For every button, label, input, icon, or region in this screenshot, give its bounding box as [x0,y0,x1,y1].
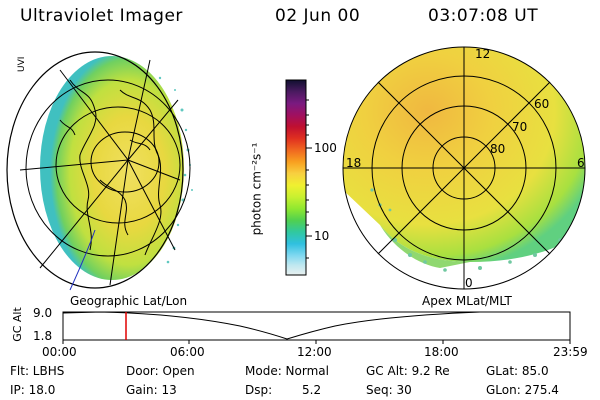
mlt-label-18: 18 [346,156,362,170]
right-panel-caption: Apex MLat/MLT [422,294,512,308]
altitude-timeline [62,311,571,344]
mlt-label-6: 6 [577,156,585,170]
timeline-x-tick-0600: 06:00 [170,345,205,359]
timeline-x-tick-2359: 23:59 [553,345,588,359]
timeline-y-tick-high: 9.0 [33,306,53,320]
timeline-x-tick-0000: 00:00 [42,345,77,359]
geographic-image: UVI [6,51,193,291]
left-panel-caption: Geographic Lat/Lon [70,294,188,308]
time-label: 03:07:08 UT [428,6,539,26]
glon-info: GLon: 275.4 [486,383,559,397]
colorbar-tick-100: 100 [314,141,337,155]
seq-info: Seq: 30 [366,383,412,397]
mlat-label-60: 60 [534,97,550,111]
date-label: 02 Jun 00 [275,6,361,26]
gc-alt-info: GC Alt: 9.2 Re [366,364,450,378]
mlat-label-70: 70 [512,120,528,134]
mlt-label-12: 12 [475,47,491,61]
colorbar-unit-label: photon cm⁻²s⁻¹ [249,142,264,236]
dsp-value: 5.2 [302,383,322,397]
dsp-info: Dsp: [245,383,273,397]
filter-info: Flt: LBHS [10,364,65,378]
timeline-y-label: GC Alt [10,307,24,342]
colorbar-tick-10: 10 [314,229,330,243]
timeline-y-tick-low: 1.8 [33,329,53,343]
colorbar [285,79,312,276]
mlat-label-80: 80 [490,142,506,156]
instrument-title: Ultraviolet Imager [20,6,183,26]
timeline-x-tick-1200: 12:00 [297,345,332,359]
timeline-x-tick-1800: 18:00 [424,345,459,359]
door-info: Door: Open [126,364,195,378]
coastline-outlines [59,79,162,256]
gain-info: Gain: 13 [126,383,177,397]
glat-info: GLat: 85.0 [486,364,549,378]
mode-info: Mode: Normal [245,364,329,378]
ip-info: IP: 18.0 [10,383,56,397]
mlt-label-0: 0 [465,276,473,290]
uvi-corner-mark: UVI [17,57,27,72]
polar-image [342,46,586,290]
